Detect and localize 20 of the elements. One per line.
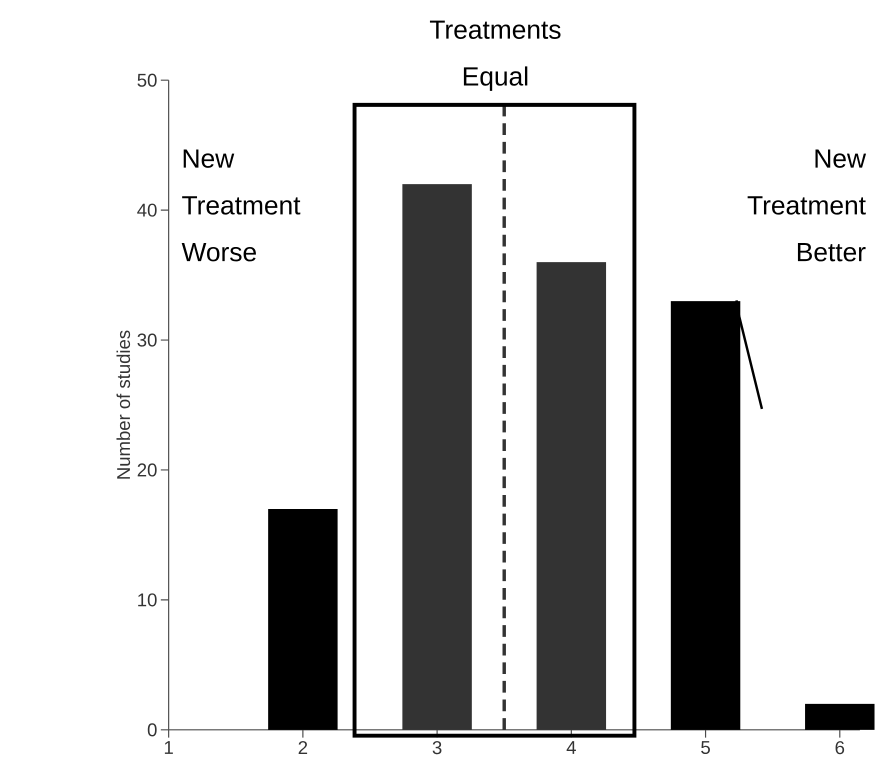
y-tick-label: 0: [148, 723, 157, 737]
annotation: New Treatment Worse: [182, 150, 300, 262]
x-tick-label: 1: [164, 741, 173, 754]
annotation: New Treatment Better: [748, 150, 866, 262]
bar: [402, 184, 472, 730]
y-axis-title: Number of studies: [116, 330, 130, 479]
bar: [536, 262, 606, 730]
annotation: Treatments Equal: [430, 20, 561, 92]
y-tick-label: 30: [137, 334, 157, 347]
x-tick-label: 4: [566, 741, 576, 754]
bar: [268, 509, 338, 730]
x-tick-label: 3: [432, 741, 442, 754]
y-tick-label: 20: [138, 464, 157, 477]
x-tick-label: 6: [836, 741, 844, 754]
y-tick-label: 50: [138, 74, 157, 87]
x-tick-label: 5: [701, 741, 710, 754]
y-tick-label: 40: [137, 204, 157, 217]
y-tick-label: 10: [138, 593, 157, 607]
bar: [805, 704, 875, 730]
x-tick-label: 2: [298, 741, 308, 754]
